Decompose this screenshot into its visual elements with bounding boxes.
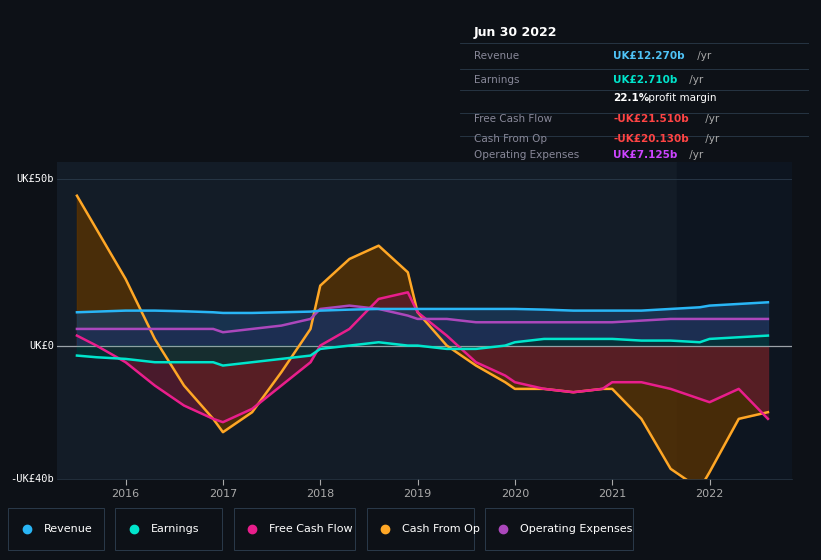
Text: Free Cash Flow: Free Cash Flow [269,524,353,534]
Bar [677,162,821,479]
Text: Cash From Op: Cash From Op [402,524,480,534]
Text: /yr: /yr [702,114,719,124]
Text: Cash From Op: Cash From Op [474,134,547,144]
Text: /yr: /yr [694,51,711,61]
Text: Jun 30 2022: Jun 30 2022 [474,26,557,39]
Text: Operating Expenses: Operating Expenses [521,524,633,534]
Text: /yr: /yr [686,74,703,85]
Text: -UK£21.510b: -UK£21.510b [613,114,689,124]
Text: UK£50b: UK£50b [16,174,54,184]
Text: UK£7.125b: UK£7.125b [613,150,677,160]
Text: /yr: /yr [686,150,703,160]
Text: Operating Expenses: Operating Expenses [474,150,579,160]
Text: UK£2.710b: UK£2.710b [613,74,677,85]
Text: -UK£20.130b: -UK£20.130b [613,134,689,144]
Text: UK£0: UK£0 [30,340,54,351]
Text: profit margin: profit margin [644,94,716,104]
Text: UK£12.270b: UK£12.270b [613,51,685,61]
Text: Earnings: Earnings [474,74,519,85]
Text: Free Cash Flow: Free Cash Flow [474,114,552,124]
Text: /yr: /yr [702,134,719,144]
Text: Revenue: Revenue [474,51,519,61]
Text: Earnings: Earnings [151,524,200,534]
Text: 22.1%: 22.1% [613,94,649,104]
Text: -UK£40b: -UK£40b [11,474,54,484]
Text: Revenue: Revenue [44,524,93,534]
